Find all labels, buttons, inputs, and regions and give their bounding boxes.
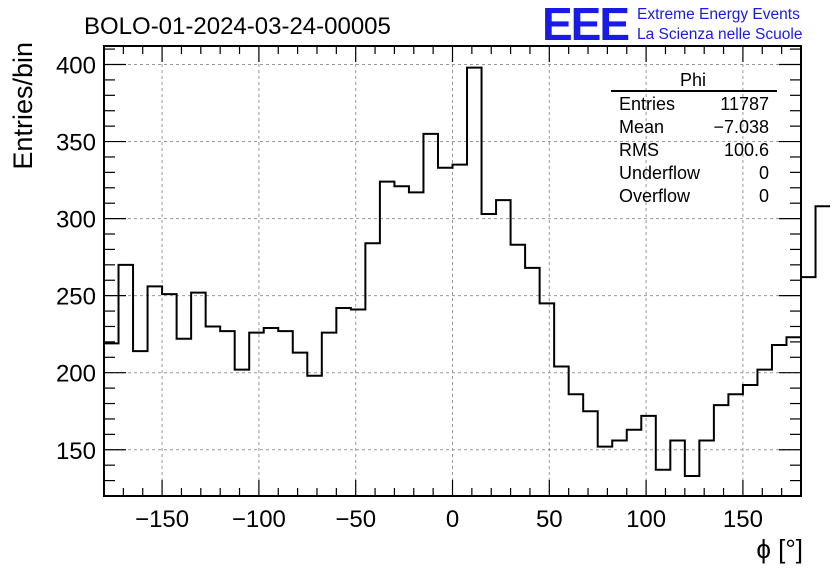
org-name-line1: Extreme Energy Events — [637, 6, 800, 23]
x-tick-label-6: 150 — [723, 506, 763, 533]
y-axis-label: Entries/bin — [8, 42, 38, 170]
x-tick-label-4: 50 — [536, 506, 563, 533]
stats-row-label-4: Overflow — [619, 186, 691, 206]
org-name-line2: La Scienza nelle Scuole — [637, 26, 802, 43]
x-tick-label-2: −50 — [335, 506, 376, 533]
y-tick-label-1: 200 — [56, 361, 96, 388]
stats-row-value-0: 11787 — [720, 94, 769, 114]
stats-box-title: Phi — [680, 70, 706, 90]
x-axis-label: ϕ [°] — [756, 534, 803, 564]
stats-row-label-2: RMS — [619, 140, 659, 160]
axis-ticks — [104, 46, 801, 496]
x-tick-label-5: 100 — [626, 506, 666, 533]
stats-row-value-2: 100.6 — [724, 140, 769, 160]
x-tick-label-3: 0 — [446, 506, 459, 533]
x-tick-label-1: −100 — [232, 506, 286, 533]
stats-row-label-1: Mean — [619, 117, 664, 137]
histogram-series — [104, 66, 831, 477]
tick-labels: −150 −100 −50 0 50 100 150 150 200 250 300 350 400 — [56, 52, 763, 533]
y-tick-label-5: 400 — [56, 52, 96, 79]
stats-box: Phi Entries 11787 Mean −7.038 RMS 100.6 Underf… — [611, 70, 777, 206]
stats-row-value-3: 0 — [759, 163, 769, 183]
x-tick-label-0: −150 — [135, 506, 189, 533]
stats-row-label-3: Underflow — [619, 163, 701, 183]
y-tick-label-0: 150 — [56, 438, 96, 465]
stats-row-label-0: Entries — [619, 94, 675, 114]
y-tick-label-3: 300 — [56, 207, 96, 234]
stats-row-value-1: −7.038 — [713, 117, 769, 137]
run-title: BOLO-01-2024-03-24-00005 — [84, 13, 391, 40]
y-tick-label-2: 250 — [56, 284, 96, 311]
stats-row-value-4: 0 — [759, 186, 769, 206]
y-tick-label-4: 350 — [56, 130, 96, 157]
eee-logo: EEE Extreme Energy Events La Scienza nel… — [542, 0, 802, 50]
grid-lines — [104, 46, 801, 496]
stats-rows: Entries 11787 Mean −7.038 RMS 100.6 Underflow 0… — [619, 94, 769, 206]
eee-logo-text: EEE — [542, 0, 628, 50]
